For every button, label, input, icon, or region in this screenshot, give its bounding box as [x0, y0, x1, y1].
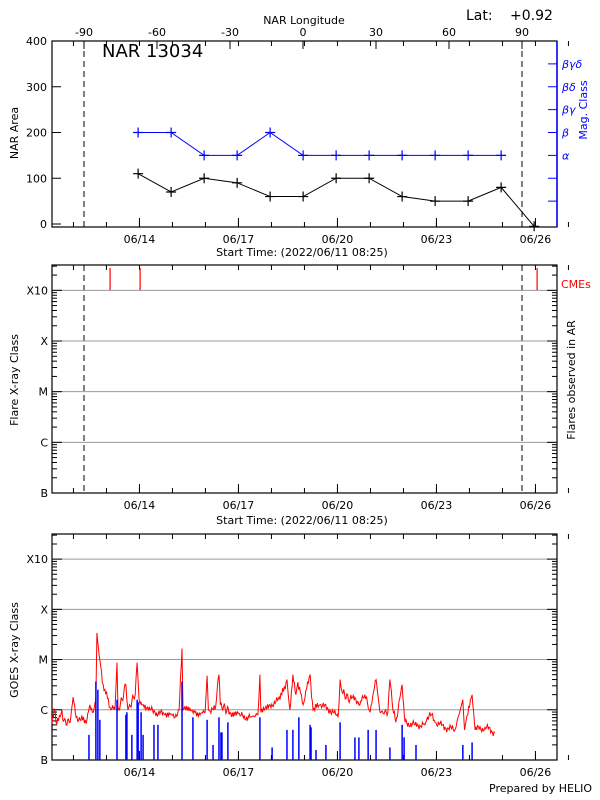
y-tick-label: 100: [26, 172, 47, 185]
mag-class-line: [138, 131, 502, 156]
x-axis-label-2: Start Time: (2022/06/11 08:25): [216, 514, 388, 527]
y-tick-label: X10: [26, 553, 48, 566]
y-tick-label: 0: [40, 218, 47, 231]
credit: Prepared by HELIO: [489, 782, 592, 795]
x-tick-label: 06/14: [124, 233, 156, 246]
y2-axis-label-2: Flares observed in AR: [565, 320, 578, 440]
x-tick-label: 06/17: [223, 499, 255, 512]
nar-area-point: [232, 177, 243, 188]
x-tick-label: 06/20: [322, 233, 354, 246]
lat-label: Lat:: [466, 8, 493, 24]
x-tick-label: 06/17: [223, 766, 255, 779]
cme-legend: CMEs: [561, 278, 591, 291]
mag-class-point: [166, 127, 177, 138]
mag-class-point: [364, 150, 375, 161]
mag-class-point: [133, 127, 144, 138]
x-tick-label: 06/26: [520, 499, 552, 512]
y-tick-label: M: [39, 386, 49, 399]
x-tick-label: 06/14: [124, 499, 156, 512]
y-tick-label: X: [40, 603, 48, 616]
y-axis-label-2: Flare X-ray Class: [8, 334, 21, 426]
chart-title: NAR 13034: [102, 41, 203, 62]
nar-area-point: [463, 196, 474, 207]
y2-tick-label: βγ: [561, 104, 576, 117]
x-tick-label: 06/17: [223, 233, 255, 246]
nar-area-point: [199, 173, 210, 184]
y-tick-label: 200: [26, 127, 47, 140]
nar-area-point: [529, 221, 540, 232]
top-tick-label: -90: [75, 26, 93, 39]
x-tick-label: 06/23: [421, 766, 453, 779]
nar-area-point: [265, 191, 276, 202]
mag-class-point: [199, 150, 210, 161]
y2-tick-label: β: [561, 127, 569, 140]
y-axis-label-1: NAR Area: [8, 107, 21, 159]
nar-area-point: [496, 182, 507, 193]
mag-class-point: [331, 150, 342, 161]
nar-area-point: [430, 196, 441, 207]
top-tick-label: 90: [515, 26, 529, 39]
top-axis-label: NAR Longitude: [263, 14, 345, 27]
y2-tick-label: βγδ: [561, 58, 583, 71]
mag-class-point: [430, 150, 441, 161]
nar-area-point: [397, 191, 408, 202]
y-tick-label: B: [40, 487, 48, 500]
y-axis-label-3: GOES X-ray Class: [8, 602, 21, 698]
y2-tick-label: α: [562, 149, 570, 162]
y-tick-label: X10: [26, 284, 48, 297]
top-tick-label: -30: [221, 26, 239, 39]
nar-area-point: [133, 168, 144, 179]
top-tick-label: 60: [442, 26, 456, 39]
nar-area-point: [331, 173, 342, 184]
mag-class-point: [397, 150, 408, 161]
y-tick-label: C: [40, 436, 48, 449]
mag-class-point: [496, 150, 507, 161]
plot-frame-1: [51, 40, 558, 228]
x-tick-label: 06/26: [520, 766, 552, 779]
y2-tick-label: βδ: [561, 81, 576, 94]
x-tick-label: 06/20: [322, 766, 354, 779]
y-tick-label: M: [39, 654, 49, 667]
y-tick-label: 400: [26, 35, 47, 48]
nar-area-point: [166, 186, 177, 197]
x-tick-label: 06/26: [520, 233, 552, 246]
y-tick-label: X: [40, 335, 48, 348]
y-tick-label: 300: [26, 81, 47, 94]
y-tick-label: C: [40, 704, 48, 717]
y-tick-label: B: [40, 754, 48, 767]
x-tick-label: 06/23: [421, 233, 453, 246]
mag-class-point: [463, 150, 474, 161]
nar-area-point: [364, 173, 375, 184]
plot-frame-2: [51, 264, 558, 494]
y2-axis-label-1: Mag. Class: [577, 80, 590, 139]
top-tick-label: 0: [300, 26, 307, 39]
x-tick-label: 06/23: [421, 499, 453, 512]
goes-flux-line: [51, 632, 496, 737]
mag-class-point: [232, 150, 243, 161]
x-tick-label: 06/20: [322, 499, 354, 512]
mag-class-point: [298, 150, 309, 161]
top-tick-label: -60: [148, 26, 166, 39]
mag-class-point: [265, 127, 276, 138]
x-tick-label: 06/14: [124, 766, 156, 779]
plot-frame-3: [51, 533, 558, 761]
nar-area-point: [298, 191, 309, 202]
top-tick-label: 30: [369, 26, 383, 39]
lat-value: +0.92: [510, 8, 553, 24]
x-axis-label-1: Start Time: (2022/06/11 08:25): [216, 246, 388, 259]
